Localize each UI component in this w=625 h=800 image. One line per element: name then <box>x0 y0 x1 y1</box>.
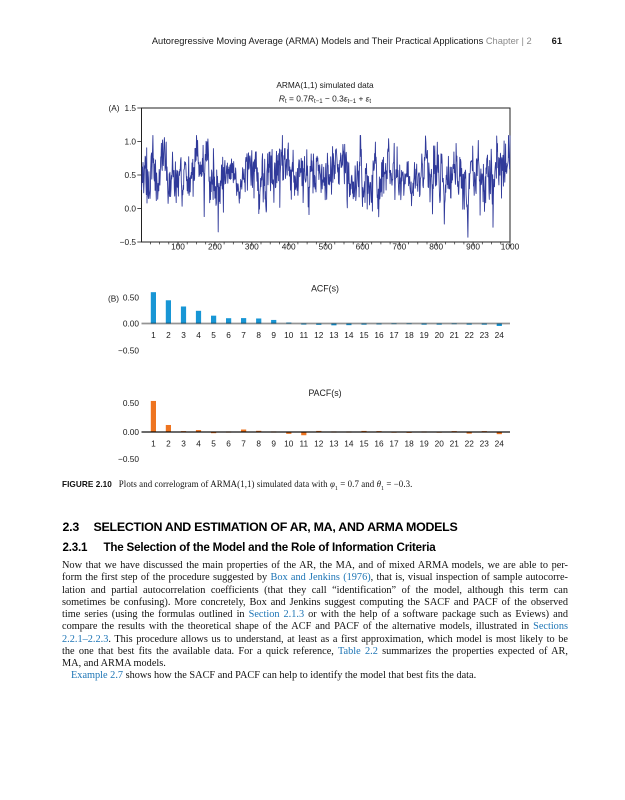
svg-text:(B): (B) <box>108 293 119 303</box>
svg-text:900: 900 <box>466 242 480 252</box>
svg-text:8: 8 <box>256 330 261 340</box>
svg-text:0.00: 0.00 <box>123 318 140 328</box>
svg-text:200: 200 <box>208 242 222 252</box>
svg-text:21: 21 <box>450 330 460 340</box>
svg-text:2: 2 <box>166 330 171 340</box>
svg-text:18: 18 <box>404 330 414 340</box>
svg-text:21: 21 <box>450 439 460 449</box>
svg-text:20: 20 <box>435 439 445 449</box>
svg-text:−0.50: −0.50 <box>118 345 139 355</box>
svg-text:700: 700 <box>392 242 406 252</box>
svg-text:Rt = 0.7Rt−1 − 0.3εt−1 + εt: Rt = 0.7Rt−1 − 0.3εt−1 + εt <box>279 94 371 106</box>
svg-text:9: 9 <box>271 330 276 340</box>
svg-text:2: 2 <box>166 439 171 449</box>
svg-text:17: 17 <box>389 439 399 449</box>
svg-text:6: 6 <box>226 439 231 449</box>
svg-text:1.0: 1.0 <box>124 136 136 146</box>
svg-text:24: 24 <box>495 439 505 449</box>
svg-text:23: 23 <box>480 439 490 449</box>
svg-text:−0.50: −0.50 <box>118 454 139 464</box>
svg-text:0.50: 0.50 <box>123 293 140 303</box>
svg-text:10: 10 <box>284 330 294 340</box>
svg-text:4: 4 <box>196 439 201 449</box>
svg-text:13: 13 <box>329 439 339 449</box>
svg-text:5: 5 <box>211 330 216 340</box>
svg-text:22: 22 <box>465 330 475 340</box>
svg-text:15: 15 <box>359 330 369 340</box>
svg-text:ACF(s): ACF(s) <box>311 284 339 294</box>
svg-text:0.50: 0.50 <box>123 398 140 408</box>
svg-text:18: 18 <box>404 439 414 449</box>
svg-text:8: 8 <box>256 439 261 449</box>
svg-text:1: 1 <box>151 330 156 340</box>
svg-text:1.5: 1.5 <box>124 103 136 113</box>
svg-text:7: 7 <box>241 330 246 340</box>
svg-text:3: 3 <box>181 330 186 340</box>
svg-text:1000: 1000 <box>501 242 520 252</box>
svg-text:10: 10 <box>284 439 294 449</box>
svg-text:0.00: 0.00 <box>123 427 140 437</box>
svg-text:800: 800 <box>429 242 443 252</box>
svg-text:24: 24 <box>495 330 505 340</box>
svg-text:(A): (A) <box>109 103 120 113</box>
svg-text:19: 19 <box>419 439 429 449</box>
svg-text:5: 5 <box>211 439 216 449</box>
svg-text:300: 300 <box>245 242 259 252</box>
svg-text:600: 600 <box>356 242 370 252</box>
svg-text:500: 500 <box>319 242 333 252</box>
svg-text:ARMA(1,1) simulated data: ARMA(1,1) simulated data <box>276 80 374 90</box>
svg-text:19: 19 <box>419 330 429 340</box>
svg-text:22: 22 <box>465 439 475 449</box>
svg-text:23: 23 <box>480 330 490 340</box>
svg-text:13: 13 <box>329 330 339 340</box>
svg-text:16: 16 <box>374 439 384 449</box>
svg-text:9: 9 <box>271 439 276 449</box>
svg-text:3: 3 <box>181 439 186 449</box>
svg-text:12: 12 <box>314 439 324 449</box>
svg-text:14: 14 <box>344 439 354 449</box>
svg-text:16: 16 <box>374 330 384 340</box>
svg-text:17: 17 <box>389 330 399 340</box>
svg-text:0.5: 0.5 <box>124 170 136 180</box>
svg-text:11: 11 <box>299 439 308 449</box>
svg-text:12: 12 <box>314 330 324 340</box>
svg-text:20: 20 <box>435 330 445 340</box>
svg-text:7: 7 <box>241 439 246 449</box>
svg-text:1: 1 <box>151 439 156 449</box>
svg-text:0.0: 0.0 <box>124 203 136 213</box>
svg-text:14: 14 <box>344 330 354 340</box>
svg-text:11: 11 <box>299 330 308 340</box>
svg-text:15: 15 <box>359 439 369 449</box>
svg-text:100: 100 <box>171 242 185 252</box>
svg-text:4: 4 <box>196 330 201 340</box>
svg-text:PACF(s): PACF(s) <box>308 388 341 398</box>
svg-text:400: 400 <box>282 242 296 252</box>
svg-text:6: 6 <box>226 330 231 340</box>
svg-text:−0.5: −0.5 <box>120 237 137 247</box>
